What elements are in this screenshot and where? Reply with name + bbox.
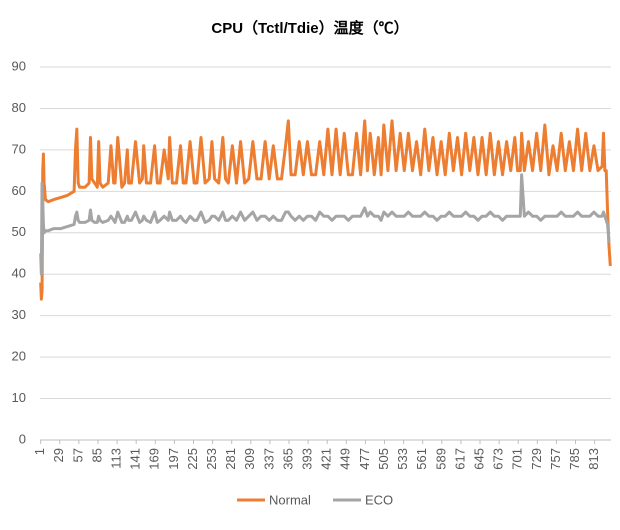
x-tick-label: 477 bbox=[357, 448, 372, 470]
x-tick-label: 449 bbox=[338, 448, 353, 470]
x-tick-label: 393 bbox=[300, 448, 315, 470]
y-tick-label: 20 bbox=[12, 349, 26, 364]
y-tick-label: 90 bbox=[12, 58, 26, 73]
x-tick-label: 113 bbox=[109, 448, 124, 469]
chart-title: CPU（Tctl/Tdie）温度（℃） bbox=[211, 19, 408, 37]
x-tick-label: 225 bbox=[185, 448, 200, 470]
legend-label: Normal bbox=[269, 492, 311, 507]
x-tick-label: 337 bbox=[261, 448, 276, 470]
x-tick-label: 85 bbox=[89, 448, 104, 462]
x-tick-label: 281 bbox=[223, 448, 238, 470]
x-tick-label: 589 bbox=[433, 448, 448, 470]
x-tick-label: 365 bbox=[280, 448, 295, 470]
x-tick-label: 309 bbox=[242, 448, 257, 470]
y-tick-label: 30 bbox=[12, 307, 26, 322]
y-tick-label: 70 bbox=[12, 141, 26, 156]
x-tick-label: 645 bbox=[471, 448, 486, 470]
y-tick-label: 80 bbox=[12, 100, 26, 115]
x-tick-label: 57 bbox=[70, 448, 85, 462]
y-tick-label: 0 bbox=[19, 431, 26, 446]
x-tick-label: 253 bbox=[204, 448, 219, 470]
x-tick-label: 757 bbox=[548, 448, 563, 470]
x-tick-label: 533 bbox=[395, 448, 410, 470]
x-tick-label: 813 bbox=[586, 448, 601, 470]
series-line bbox=[39, 119, 612, 301]
x-tick-label: 505 bbox=[376, 448, 391, 470]
x-tick-label: 421 bbox=[319, 448, 334, 470]
legend-label: ECO bbox=[365, 492, 393, 507]
y-tick-label: 40 bbox=[12, 266, 26, 281]
y-tick-label: 10 bbox=[12, 390, 26, 405]
x-tick-label: 729 bbox=[529, 448, 544, 470]
x-tick-label: 785 bbox=[567, 448, 582, 470]
x-tick-label: 617 bbox=[452, 448, 467, 470]
x-tick-label: 701 bbox=[510, 448, 525, 470]
x-tick-label: 169 bbox=[147, 448, 162, 470]
x-tick-label: 141 bbox=[128, 448, 143, 470]
x-tick-label: 1 bbox=[32, 448, 47, 455]
x-tick-label: 29 bbox=[51, 448, 66, 462]
x-tick-label: 561 bbox=[414, 448, 429, 470]
x-tick-label: 197 bbox=[166, 448, 181, 470]
y-tick-label: 60 bbox=[12, 183, 26, 198]
y-tick-label: 50 bbox=[12, 224, 26, 239]
series-line bbox=[39, 173, 611, 276]
x-tick-label: 673 bbox=[491, 448, 506, 470]
